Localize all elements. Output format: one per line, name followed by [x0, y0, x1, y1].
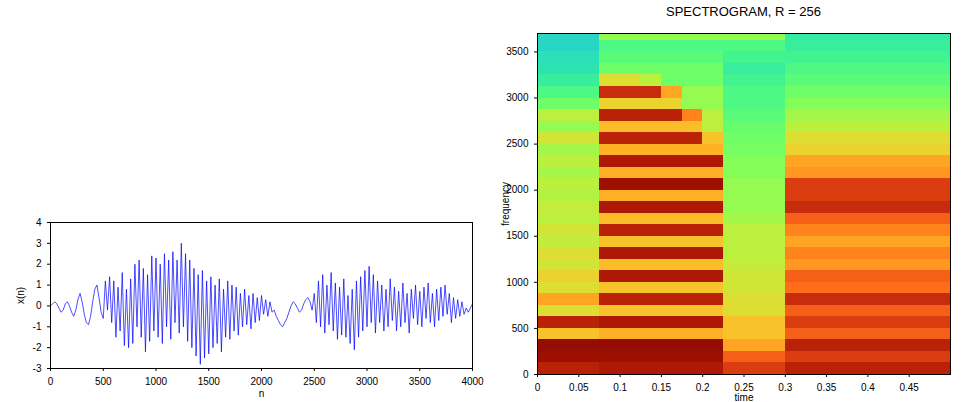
svg-text:0: 0	[523, 369, 529, 380]
svg-text:1000: 1000	[145, 376, 168, 387]
svg-text:3000: 3000	[356, 376, 379, 387]
svg-text:3: 3	[36, 238, 42, 249]
svg-text:4000: 4000	[461, 376, 484, 387]
svg-text:0.3: 0.3	[778, 382, 792, 393]
svg-text:frequency: frequency	[500, 182, 511, 226]
svg-text:-2: -2	[33, 342, 42, 353]
svg-text:500: 500	[95, 376, 112, 387]
svg-text:n: n	[259, 388, 265, 399]
svg-text:-3: -3	[33, 363, 42, 374]
svg-text:3500: 3500	[506, 46, 529, 57]
svg-text:4: 4	[36, 217, 42, 228]
svg-text:1500: 1500	[198, 376, 221, 387]
svg-text:0.35: 0.35	[817, 382, 837, 393]
svg-text:0: 0	[535, 382, 541, 393]
svg-text:0.05: 0.05	[569, 382, 589, 393]
svg-text:1500: 1500	[506, 230, 529, 241]
svg-text:0.4: 0.4	[861, 382, 875, 393]
svg-text:x(n): x(n)	[15, 287, 26, 304]
svg-text:0.15: 0.15	[652, 382, 672, 393]
svg-text:2: 2	[36, 258, 42, 269]
svg-text:0: 0	[36, 300, 42, 311]
svg-text:0.2: 0.2	[696, 382, 710, 393]
svg-text:time: time	[735, 392, 754, 402]
svg-text:2500: 2500	[303, 376, 326, 387]
svg-text:1000: 1000	[506, 277, 529, 288]
svg-text:500: 500	[512, 323, 529, 334]
svg-text:2000: 2000	[506, 184, 529, 196]
html-text:SPECTROGRAM, R = 256: SPECTROGRAM, R = 256	[666, 4, 821, 19]
svg-text:1: 1	[36, 279, 42, 290]
svg-text:0.45: 0.45	[899, 382, 919, 393]
svg-text:-1: -1	[33, 321, 42, 332]
svg-text:0.1: 0.1	[613, 382, 627, 393]
svg-text:3500: 3500	[409, 376, 432, 387]
svg-text:0.25: 0.25	[734, 381, 754, 393]
svg-text:0: 0	[48, 376, 54, 387]
svg-text:2000: 2000	[250, 376, 273, 387]
svg-text:2500: 2500	[506, 138, 529, 149]
svg-text:3000: 3000	[506, 92, 529, 103]
